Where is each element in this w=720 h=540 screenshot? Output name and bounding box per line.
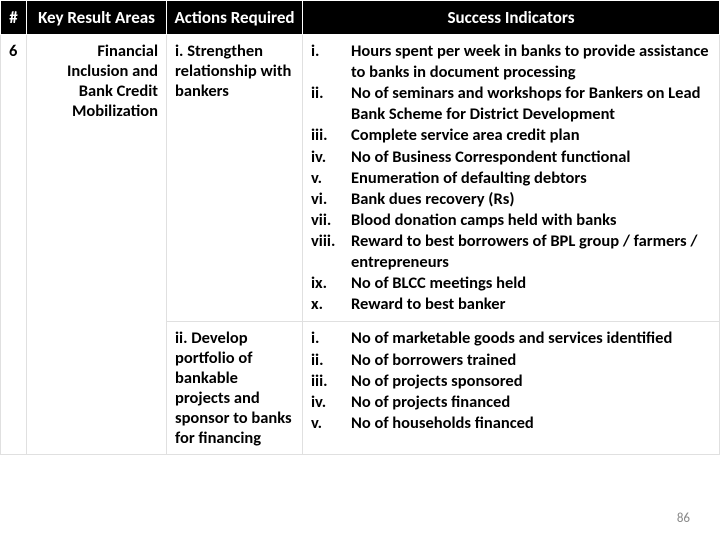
- indicator-text: Enumeration of defaulting debtors: [351, 168, 711, 189]
- indicator-number: iv.: [311, 392, 351, 413]
- indicator-number: ix.: [311, 273, 351, 294]
- indicator-text: No of marketable goods and services iden…: [351, 328, 711, 349]
- kra-cell: Financial Inclusion and Bank Credit Mobi…: [27, 35, 167, 455]
- indicator-item: vii.Blood donation camps held with banks: [311, 210, 711, 231]
- indicator-number: v.: [311, 168, 351, 189]
- header-kra: Key Result Areas: [27, 1, 167, 35]
- page-number: 86: [677, 511, 690, 526]
- indicator-text: No of projects financed: [351, 392, 711, 413]
- header-row: # Key Result Areas Actions Required Succ…: [1, 1, 720, 35]
- indicator-text: Blood donation camps held with banks: [351, 210, 711, 231]
- indicator-text: Reward to best banker: [351, 294, 711, 315]
- row-number: 6: [1, 35, 27, 455]
- indicator-item: vi.Bank dues recovery (Rs): [311, 189, 711, 210]
- indicator-number: i.: [311, 328, 351, 349]
- indicators-cell-2: i.No of marketable goods and services id…: [303, 322, 720, 455]
- indicator-number: iii.: [311, 125, 351, 146]
- indicator-number: ii.: [311, 350, 351, 371]
- indicator-text: No of households financed: [351, 413, 711, 434]
- indicator-text: Bank dues recovery (Rs): [351, 189, 711, 210]
- indicator-text: No of projects sponsored: [351, 371, 711, 392]
- indicator-item: ii.No of borrowers trained: [311, 350, 711, 371]
- indicator-number: i.: [311, 41, 351, 83]
- indicator-item: iv.No of Business Correspondent function…: [311, 147, 711, 168]
- header-act: Actions Required: [167, 1, 303, 35]
- indicator-text: Hours spent per week in banks to provide…: [351, 41, 711, 83]
- indicator-text: No of Business Correspondent functional: [351, 147, 711, 168]
- indicator-item: i.No of marketable goods and services id…: [311, 328, 711, 349]
- indicator-number: viii.: [311, 231, 351, 273]
- main-table: # Key Result Areas Actions Required Succ…: [0, 0, 720, 455]
- indicator-item: v.No of households financed: [311, 413, 711, 434]
- indicator-number: vii.: [311, 210, 351, 231]
- indicator-text: No of borrowers trained: [351, 350, 711, 371]
- indicator-number: iii.: [311, 371, 351, 392]
- indicator-number: x.: [311, 294, 351, 315]
- indicator-item: i.Hours spent per week in banks to provi…: [311, 41, 711, 83]
- indicator-item: iii.No of projects sponsored: [311, 371, 711, 392]
- indicator-text: No of BLCC meetings held: [351, 273, 711, 294]
- table-row: 6 Financial Inclusion and Bank Credit Mo…: [1, 35, 720, 322]
- indicator-number: ii.: [311, 83, 351, 125]
- indicator-text: No of seminars and workshops for Bankers…: [351, 83, 711, 125]
- indicator-text: Complete service area credit plan: [351, 125, 711, 146]
- indicator-item: ii.No of seminars and workshops for Bank…: [311, 83, 711, 125]
- indicators-cell-1: i.Hours spent per week in banks to provi…: [303, 35, 720, 322]
- header-num: #: [1, 1, 27, 35]
- indicator-item: x.Reward to best banker: [311, 294, 711, 315]
- action-cell-2: ii. Develop portfolio of bankable projec…: [167, 322, 303, 455]
- indicator-text: Reward to best borrowers of BPL group / …: [351, 231, 711, 273]
- indicator-number: v.: [311, 413, 351, 434]
- indicator-number: vi.: [311, 189, 351, 210]
- indicator-item: ix.No of BLCC meetings held: [311, 273, 711, 294]
- indicator-item: iv.No of projects financed: [311, 392, 711, 413]
- indicator-item: v.Enumeration of defaulting debtors: [311, 168, 711, 189]
- indicator-item: viii.Reward to best borrowers of BPL gro…: [311, 231, 711, 273]
- indicator-item: iii.Complete service area credit plan: [311, 125, 711, 146]
- header-ind: Success Indicators: [303, 1, 720, 35]
- action-cell-1: i. Strengthen relationship with bankers: [167, 35, 303, 322]
- indicator-number: iv.: [311, 147, 351, 168]
